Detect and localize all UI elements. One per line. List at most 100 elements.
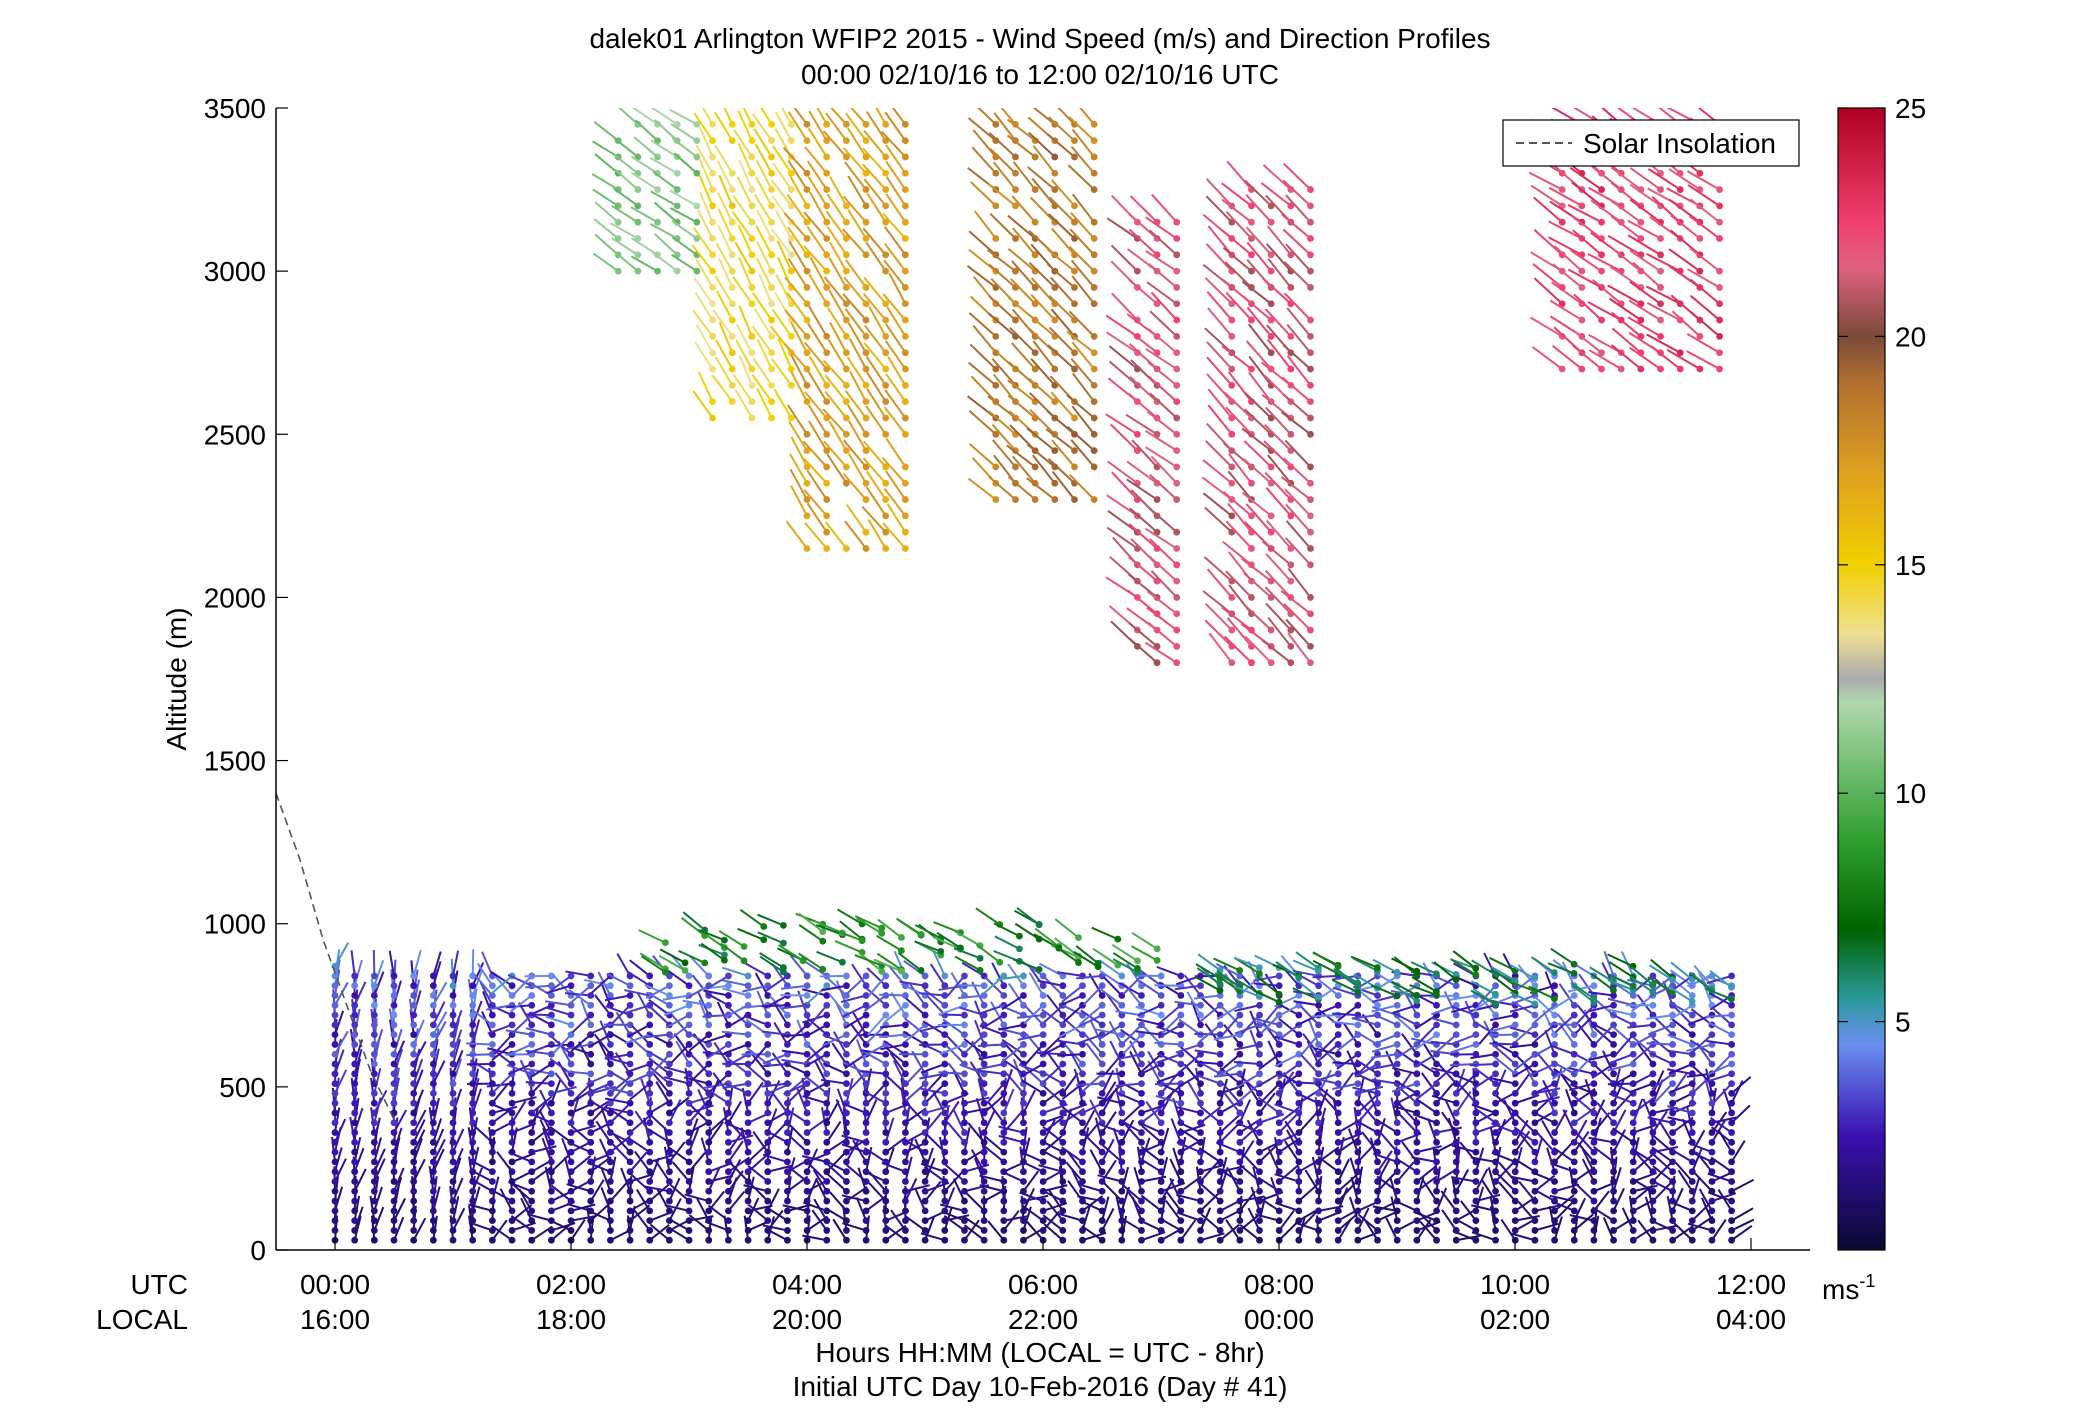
wind-barb-head xyxy=(882,120,890,128)
wind-barb-head xyxy=(1433,1187,1440,1195)
wind-barb-head xyxy=(1059,1129,1067,1136)
wind-barb-shaft xyxy=(920,1232,946,1242)
wind-barb-shaft xyxy=(803,1201,828,1212)
wind-barb-head xyxy=(1118,1178,1126,1185)
wind-barb-head xyxy=(508,1099,516,1107)
wind-barb-head xyxy=(705,1207,713,1215)
wind-barb-shaft xyxy=(1673,1005,1693,1026)
wind-barb-shaft xyxy=(1331,1020,1358,1026)
wind-barb-shaft xyxy=(1612,1026,1634,1046)
wind-barb-head xyxy=(1413,1031,1421,1039)
wind-barb-head xyxy=(842,333,850,340)
wind-barb-shaft xyxy=(973,210,997,240)
wind-barb-head xyxy=(728,202,736,210)
wind-barb-shaft xyxy=(755,160,773,191)
wind-barb-shaft xyxy=(727,1159,742,1182)
wind-barb-head xyxy=(921,1060,929,1068)
wind-barb-head xyxy=(862,169,870,177)
wind-barb-shaft xyxy=(1390,1196,1399,1221)
wind-barb-shaft xyxy=(844,308,867,337)
wind-barb-head xyxy=(634,267,642,275)
wind-barb-shaft xyxy=(1609,1012,1634,1026)
wind-barb-shaft xyxy=(586,1023,611,1037)
wind-barb-shaft xyxy=(373,971,385,996)
wind-barb-shaft xyxy=(669,189,698,207)
wind-barb-shaft xyxy=(667,1024,690,1042)
wind-barb-head xyxy=(1688,1129,1696,1136)
wind-barb-head xyxy=(1452,1187,1460,1195)
wind-barb-shaft xyxy=(624,989,650,997)
wind-barb-head xyxy=(646,1099,654,1107)
wind-barb-shaft xyxy=(1073,951,1099,968)
wind-barb-head xyxy=(390,1158,398,1166)
wind-barb-head xyxy=(862,1187,870,1195)
wind-barb-shaft xyxy=(923,988,946,1007)
wind-barb-shaft xyxy=(1122,1024,1143,1045)
wind-barb-shaft xyxy=(1489,969,1516,983)
wind-barb-head xyxy=(744,992,752,999)
wind-barb-head xyxy=(882,1207,890,1215)
wind-barb-head xyxy=(1236,1109,1244,1117)
wind-barb-shaft xyxy=(782,1204,808,1212)
wind-barb-head xyxy=(862,1109,870,1117)
wind-barb-head xyxy=(862,1138,870,1146)
wind-barb-shaft xyxy=(1569,1082,1595,1092)
wind-barb-head xyxy=(862,1158,870,1166)
wind-barb-shaft xyxy=(591,173,619,191)
wind-barb-head xyxy=(1610,1031,1617,1039)
wind-barb-head xyxy=(902,1041,909,1048)
wind-barb-head xyxy=(666,1148,673,1156)
wind-barb-head xyxy=(760,923,768,930)
wind-barb-head xyxy=(1728,995,1735,1003)
wind-barb-head xyxy=(1688,1109,1696,1117)
wind-barb-head xyxy=(587,1109,595,1117)
wind-barb-head xyxy=(823,414,831,422)
wind-barb-shaft xyxy=(1043,1085,1064,1104)
wind-barb-head xyxy=(1354,1207,1362,1215)
wind-barb-head xyxy=(862,479,870,487)
wind-barb-shaft xyxy=(334,1186,344,1212)
wind-barb-head xyxy=(941,1168,949,1176)
wind-barb-head xyxy=(843,1031,850,1039)
wind-barb-shaft xyxy=(412,1069,424,1094)
wind-barb-shaft xyxy=(1337,1182,1356,1202)
wind-barb-head xyxy=(1570,1236,1578,1244)
wind-barb-shaft xyxy=(1553,1216,1563,1241)
wind-barb-head xyxy=(901,463,909,471)
wind-barb-head xyxy=(862,1217,870,1225)
wind-barb-head xyxy=(980,1080,988,1087)
wind-barb-head xyxy=(547,1089,555,1097)
wind-barb-shaft xyxy=(1731,1218,1755,1232)
wind-barb-head xyxy=(410,1168,418,1176)
wind-barb-head xyxy=(705,1178,713,1185)
wind-barb-shaft xyxy=(349,1116,356,1143)
wind-barb-head xyxy=(1610,1109,1617,1117)
wind-barb-shaft xyxy=(1337,1072,1355,1094)
wind-barb-head xyxy=(843,972,850,980)
wind-barb-shaft xyxy=(1490,966,1516,982)
wind-barb-shaft xyxy=(529,1063,552,1079)
wind-barb-head xyxy=(331,1001,339,1009)
wind-barb-shaft xyxy=(786,194,808,223)
wind-barb-shaft xyxy=(1515,1214,1540,1222)
wind-barb-head xyxy=(744,982,752,990)
wind-barb-shaft xyxy=(1686,1043,1713,1052)
wind-barb-shaft xyxy=(1602,1217,1615,1241)
wind-barb-shaft xyxy=(925,1133,946,1153)
wind-barb-head xyxy=(370,1050,378,1058)
wind-barb-shaft xyxy=(468,1221,493,1232)
wind-barb-shaft xyxy=(1337,1187,1349,1212)
wind-barb-shaft xyxy=(646,1031,670,1046)
wind-barb-head xyxy=(370,1041,378,1048)
wind-barb-shaft xyxy=(1062,1004,1084,1023)
wind-barb-shaft xyxy=(790,436,808,468)
wind-barb-head xyxy=(748,300,756,308)
wind-barb-head xyxy=(921,1168,929,1176)
wind-barb-head xyxy=(1551,1138,1558,1146)
wind-barb-head xyxy=(787,365,795,373)
wind-barb-head xyxy=(1157,1187,1165,1195)
wind-barb-head xyxy=(725,1001,732,1009)
wind-barb-head xyxy=(685,1178,693,1185)
wind-barb-shaft xyxy=(771,308,793,337)
wind-barb-head xyxy=(1039,1227,1047,1234)
